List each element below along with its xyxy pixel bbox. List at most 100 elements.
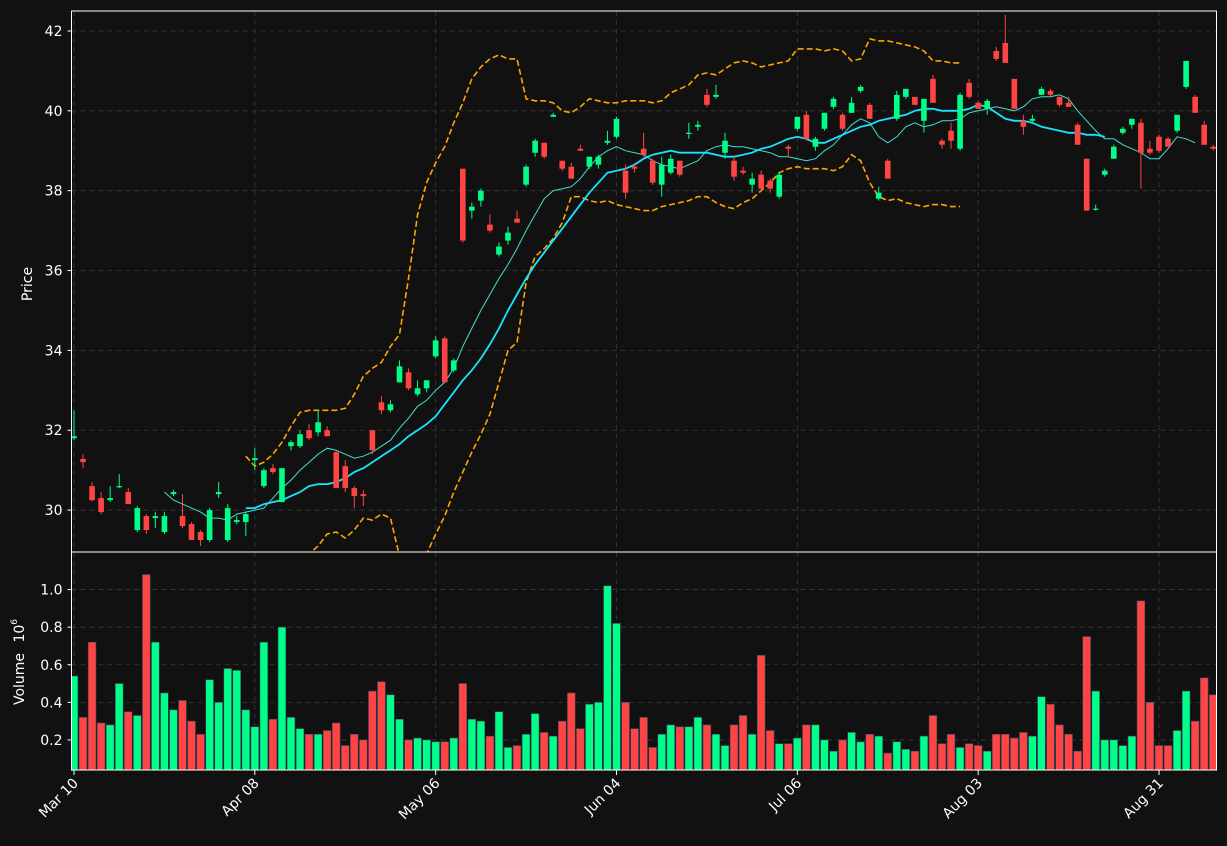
volume-bar	[115, 683, 124, 770]
volume-bar	[250, 726, 260, 770]
volume-tick-label: 0.2	[40, 733, 62, 749]
volume-bar	[341, 745, 350, 770]
volume-bar	[332, 722, 341, 770]
volume-bar	[585, 703, 594, 770]
candle-body	[731, 160, 737, 177]
candle-body	[930, 78, 936, 103]
volume-bar	[313, 733, 323, 770]
candle-body	[939, 140, 945, 145]
candle-body	[921, 98, 927, 121]
candle-body	[351, 488, 358, 497]
candle-body	[1011, 78, 1018, 109]
candle-body	[884, 160, 891, 179]
volume-bar	[259, 641, 269, 770]
volume-bar	[666, 724, 675, 770]
price-tick-label: 36	[45, 264, 63, 280]
price-grid	[71, 11, 1217, 552]
candle-body	[722, 140, 728, 153]
candle-body	[1065, 102, 1072, 107]
volume-bar	[766, 730, 775, 770]
price-panel-frame	[71, 10, 1217, 553]
candle-body	[821, 112, 828, 129]
volume-bar	[485, 735, 495, 770]
x-tick-label: Apr 08	[218, 776, 262, 820]
volume-bar	[946, 733, 956, 770]
volume-axis-label-exp: 6	[10, 619, 20, 625]
bollinger-lower-line	[310, 153, 961, 552]
volume-bar	[567, 692, 576, 770]
candle-body	[324, 430, 330, 437]
volume-bar	[919, 735, 929, 770]
candle-body	[848, 102, 855, 113]
candle-body	[704, 94, 710, 105]
candle-body	[369, 430, 376, 451]
candle-body	[161, 516, 168, 533]
price-axis-label: Price	[20, 267, 36, 301]
volume-bar	[955, 747, 965, 770]
candle-body	[893, 94, 900, 119]
candle-body	[414, 388, 421, 395]
candle-body	[740, 170, 746, 173]
volume-bar	[983, 750, 992, 770]
volume-bar	[105, 724, 115, 770]
candle-body	[695, 124, 701, 127]
candle-body	[152, 516, 159, 519]
candle-body	[984, 100, 991, 109]
candle-body	[441, 338, 448, 383]
candle-body	[270, 468, 276, 473]
volume-bar	[820, 739, 829, 770]
candle-body	[233, 520, 240, 523]
candle-body	[767, 180, 774, 189]
volume-axis: 0.2 0.4 0.6 0.8 1.0	[40, 583, 72, 749]
candle-body	[1174, 114, 1180, 131]
candle-body	[224, 508, 231, 541]
candle-body	[966, 82, 972, 97]
price-tick-label: 38	[45, 184, 63, 200]
volume-bar	[503, 747, 513, 770]
candle-body	[1110, 146, 1117, 159]
volume-bar	[964, 743, 974, 770]
volume-bar	[684, 726, 694, 770]
volume-bar	[476, 720, 486, 770]
volume-bar	[838, 739, 847, 770]
candle-body	[559, 160, 566, 169]
candle-body	[794, 116, 801, 129]
volume-bar	[720, 745, 730, 770]
volume-bar	[856, 741, 865, 770]
candle-body	[125, 492, 132, 505]
candle-body	[749, 178, 755, 185]
volume-bar	[1037, 696, 1046, 770]
candle-body	[667, 158, 674, 173]
volume-bar	[1145, 702, 1155, 770]
volume-bar	[1136, 600, 1146, 770]
volume-bar	[1055, 724, 1064, 770]
volume-bar	[1127, 735, 1137, 770]
candle-body	[1002, 42, 1009, 63]
panel-frames	[71, 10, 1217, 771]
volume-bar	[494, 711, 504, 770]
candle-body	[242, 514, 249, 523]
candle-body	[261, 470, 267, 487]
volume-bar	[738, 715, 748, 770]
candle-body	[857, 86, 864, 91]
volume-bar	[630, 728, 639, 770]
candle-body	[514, 218, 520, 223]
volume-bar	[78, 717, 88, 770]
volume-tick-label: 0.8	[40, 620, 62, 636]
volume-bar	[205, 679, 214, 770]
x-tick-label: Aug 31	[1120, 776, 1166, 822]
candle-body	[288, 442, 294, 447]
volume-bar	[178, 700, 187, 770]
candle-body	[812, 138, 819, 147]
volume-tick-label: 0.6	[40, 658, 62, 674]
volume-bar	[702, 724, 712, 770]
volume-bar	[1118, 745, 1128, 770]
volume-bar	[71, 675, 79, 770]
candle-body	[1020, 120, 1027, 127]
volume-bar	[928, 715, 938, 770]
volume-bar	[214, 702, 223, 770]
volume-bar	[793, 737, 802, 770]
candle-body	[640, 148, 647, 155]
